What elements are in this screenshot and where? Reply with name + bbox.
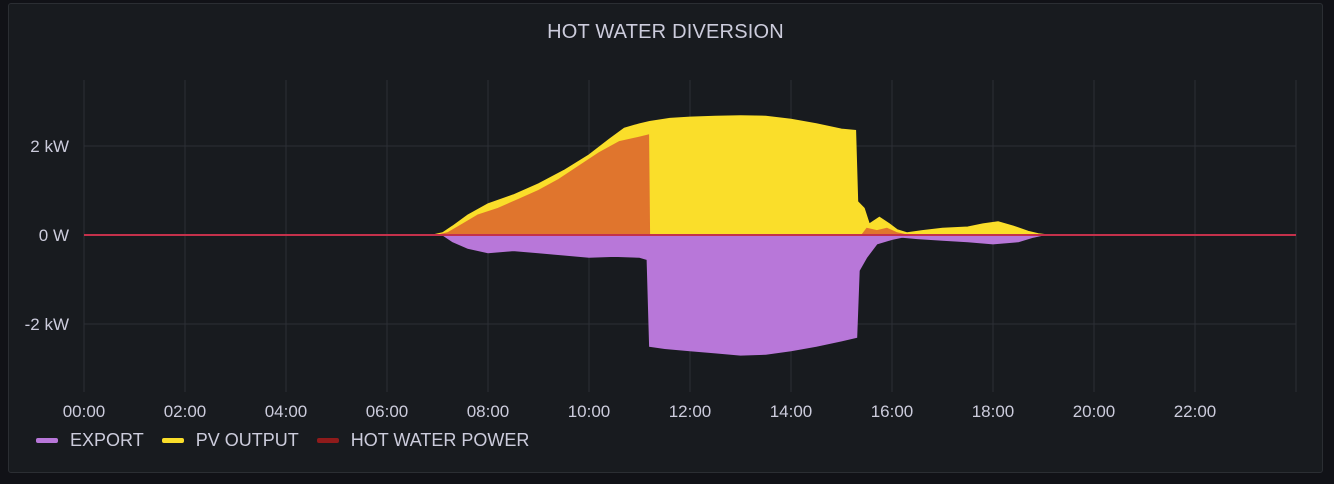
legend-item-pv-output[interactable]: PV OUTPUT bbox=[161, 430, 299, 451]
legend-swatch-export bbox=[36, 438, 58, 443]
x-tick-label: 20:00 bbox=[1073, 402, 1116, 421]
series-hot-water-power-area bbox=[84, 134, 1296, 236]
legend-label-export: EXPORT bbox=[70, 430, 144, 450]
y-tick-label: 2 kW bbox=[30, 137, 69, 156]
x-tick-label: 08:00 bbox=[467, 402, 510, 421]
y-tick-label: -2 kW bbox=[25, 315, 69, 334]
legend-label-hot-water-power: HOT WATER POWER bbox=[350, 430, 530, 450]
x-tick-label: 16:00 bbox=[871, 402, 914, 421]
legend-label-pv-output: PV OUTPUT bbox=[195, 430, 299, 450]
y-tick-label: 0 W bbox=[39, 226, 69, 245]
x-tick-label: 18:00 bbox=[972, 402, 1015, 421]
x-tick-label: 12:00 bbox=[669, 402, 712, 421]
x-tick-label: 06:00 bbox=[366, 402, 409, 421]
x-tick-label: 14:00 bbox=[770, 402, 813, 421]
series-pv-output-area bbox=[84, 115, 1296, 236]
x-tick-label: 04:00 bbox=[265, 402, 308, 421]
x-tick-label: 00:00 bbox=[63, 402, 106, 421]
legend-item-export[interactable]: EXPORT bbox=[36, 430, 144, 451]
series-export-area bbox=[84, 234, 1296, 356]
x-tick-label: 02:00 bbox=[164, 402, 207, 421]
x-tick-label: 10:00 bbox=[568, 402, 611, 421]
legend-item-hot-water-power[interactable]: HOT WATER POWER bbox=[316, 430, 530, 451]
legend-swatch-hot-water-power bbox=[316, 438, 339, 443]
x-tick-label: 22:00 bbox=[1174, 402, 1217, 421]
legend-swatch-pv-output bbox=[161, 438, 184, 443]
panel-title[interactable]: HOT WATER DIVERSION bbox=[547, 21, 784, 43]
legend: EXPORT PV OUTPUT HOT WATER POWER bbox=[36, 430, 529, 451]
